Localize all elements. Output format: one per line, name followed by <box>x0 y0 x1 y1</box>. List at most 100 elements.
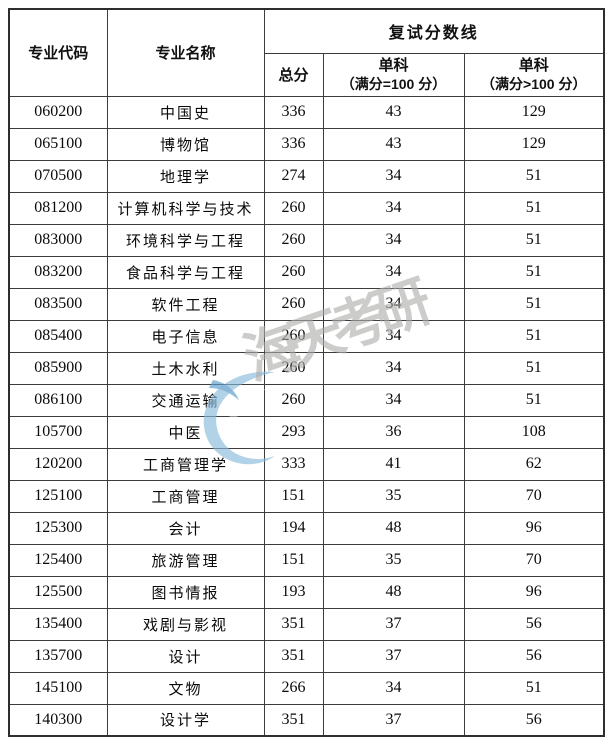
cell-single-over-100: 51 <box>463 191 605 225</box>
cell-major-code: 083200 <box>8 255 108 289</box>
cell-total-score: 260 <box>263 223 324 257</box>
cell-single-100: 34 <box>322 351 465 385</box>
table-row: 065100 博物馆 336 43 129 <box>8 127 605 161</box>
cell-single-100: 34 <box>322 319 465 353</box>
cell-single-100: 35 <box>322 479 465 513</box>
cell-single-100: 34 <box>322 191 465 225</box>
table-row: 135400 戏剧与影视 351 37 56 <box>8 607 605 641</box>
cell-major-name: 旅游管理 <box>106 543 265 577</box>
table-row: 125300 会计 194 48 96 <box>8 511 605 545</box>
cell-single-100: 37 <box>322 639 465 673</box>
table-row: 105700 中医 293 36 108 <box>8 415 605 449</box>
cell-single-100: 34 <box>322 223 465 257</box>
header-single-subject-over-100-note: （满分>100 分） <box>481 75 587 92</box>
cell-single-over-100: 129 <box>463 127 605 161</box>
cell-single-over-100: 51 <box>463 671 605 705</box>
cell-major-name: 中国史 <box>106 95 265 129</box>
cell-major-code: 085900 <box>8 351 108 385</box>
cell-major-name: 土木水利 <box>106 351 265 385</box>
cell-single-over-100: 51 <box>463 383 605 417</box>
cell-total-score: 260 <box>263 191 324 225</box>
cell-major-code: 070500 <box>8 159 108 193</box>
cell-single-100: 34 <box>322 287 465 321</box>
cell-single-over-100: 51 <box>463 287 605 321</box>
cell-total-score: 351 <box>263 703 324 737</box>
cell-single-over-100: 51 <box>463 319 605 353</box>
cell-single-over-100: 108 <box>463 415 605 449</box>
cell-total-score: 260 <box>263 383 324 417</box>
cell-major-code: 065100 <box>8 127 108 161</box>
cell-single-100: 48 <box>322 575 465 609</box>
cell-major-code: 125500 <box>8 575 108 609</box>
cell-single-100: 37 <box>322 607 465 641</box>
cell-major-code: 125100 <box>8 479 108 513</box>
table-row: 081200 计算机科学与技术 260 34 51 <box>8 191 605 225</box>
cell-single-over-100: 51 <box>463 351 605 385</box>
cell-single-100: 35 <box>322 543 465 577</box>
header-major-code: 专业代码 <box>8 8 108 97</box>
cell-major-name: 食品科学与工程 <box>106 255 265 289</box>
cell-single-over-100: 51 <box>463 159 605 193</box>
cell-single-over-100: 96 <box>463 511 605 545</box>
header-major-name: 专业名称 <box>106 8 265 97</box>
cell-single-over-100: 56 <box>463 703 605 737</box>
cell-total-score: 293 <box>263 415 324 449</box>
table-row: 140300 设计学 351 37 56 <box>8 703 605 737</box>
header-single-subject-over-100: 单科 （满分>100 分） <box>463 52 605 97</box>
cell-major-name: 设计学 <box>106 703 265 737</box>
cell-single-100: 34 <box>322 383 465 417</box>
table-row: 083200 食品科学与工程 260 34 51 <box>8 255 605 289</box>
cell-major-code: 105700 <box>8 415 108 449</box>
header-single-subject-100: 单科 （满分=100 分） <box>322 52 465 97</box>
cell-major-name: 博物馆 <box>106 127 265 161</box>
header-single-subject-100-note: （满分=100 分） <box>340 75 447 92</box>
table-body: 060200 中国史 336 43 129 065100 博物馆 336 43 129 070500… <box>8 95 605 737</box>
score-line-table: 专业代码 专业名称 复试分数线 总分 单科 （满分=100 分） 单科 （满分>… <box>8 8 606 737</box>
cell-major-name: 工商管理 <box>106 479 265 513</box>
cell-major-code: 135700 <box>8 639 108 673</box>
cell-major-name: 软件工程 <box>106 287 265 321</box>
cell-major-code: 125300 <box>8 511 108 545</box>
cell-total-score: 260 <box>263 319 324 353</box>
cell-single-over-100: 129 <box>463 95 605 129</box>
table-header: 专业代码 专业名称 复试分数线 总分 单科 （满分=100 分） 单科 （满分>… <box>8 8 605 97</box>
cell-major-code: 125400 <box>8 543 108 577</box>
cell-total-score: 274 <box>263 159 324 193</box>
cell-total-score: 351 <box>263 639 324 673</box>
cell-single-100: 34 <box>322 159 465 193</box>
table-row: 085900 土木水利 260 34 51 <box>8 351 605 385</box>
cell-single-100: 37 <box>322 703 465 737</box>
cell-single-over-100: 51 <box>463 223 605 257</box>
cell-total-score: 333 <box>263 447 324 481</box>
cell-total-score: 260 <box>263 255 324 289</box>
cell-single-over-100: 96 <box>463 575 605 609</box>
cell-major-code: 083000 <box>8 223 108 257</box>
table-row: 085400 电子信息 260 34 51 <box>8 319 605 353</box>
cell-major-code: 085400 <box>8 319 108 353</box>
cell-major-code: 083500 <box>8 287 108 321</box>
cell-major-name: 电子信息 <box>106 319 265 353</box>
table-row: 125400 旅游管理 151 35 70 <box>8 543 605 577</box>
cell-single-over-100: 51 <box>463 255 605 289</box>
cell-major-name: 交通运输 <box>106 383 265 417</box>
cell-total-score: 351 <box>263 607 324 641</box>
header-single-subject-over-100-title: 单科 <box>518 56 549 74</box>
cell-total-score: 151 <box>263 543 324 577</box>
cell-major-name: 计算机科学与技术 <box>106 191 265 225</box>
cell-major-name: 工商管理学 <box>106 447 265 481</box>
cell-total-score: 266 <box>263 671 324 705</box>
cell-major-code: 145100 <box>8 671 108 705</box>
cell-major-name: 设计 <box>106 639 265 673</box>
cell-total-score: 260 <box>263 351 324 385</box>
table-row: 145100 文物 266 34 51 <box>8 671 605 705</box>
table-row: 070500 地理学 274 34 51 <box>8 159 605 193</box>
cell-major-code: 060200 <box>8 95 108 129</box>
cell-total-score: 260 <box>263 287 324 321</box>
table-row: 125100 工商管理 151 35 70 <box>8 479 605 513</box>
cell-single-100: 43 <box>322 127 465 161</box>
cell-major-name: 中医 <box>106 415 265 449</box>
cell-single-100: 48 <box>322 511 465 545</box>
cell-single-100: 34 <box>322 671 465 705</box>
cell-single-over-100: 56 <box>463 607 605 641</box>
cell-major-code: 081200 <box>8 191 108 225</box>
